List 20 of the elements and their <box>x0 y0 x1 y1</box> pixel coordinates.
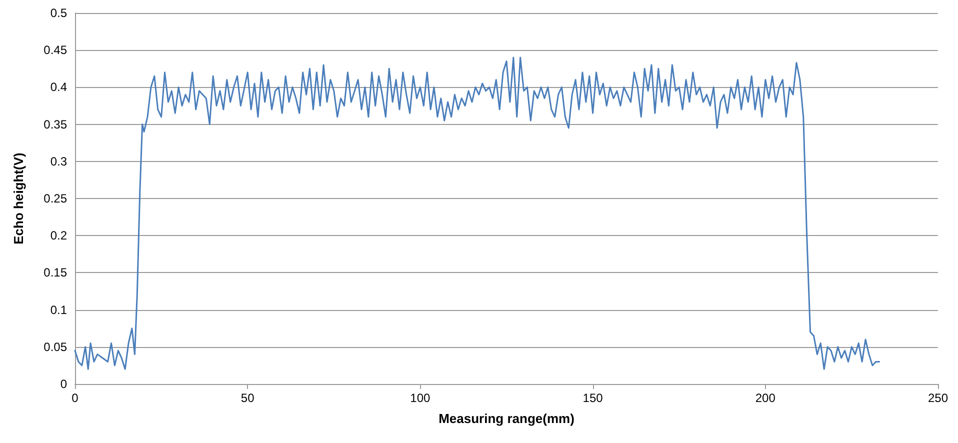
y-tick-label: 0.3 <box>50 154 68 168</box>
x-tick-label: 50 <box>240 391 255 405</box>
y-tick-label: 0.15 <box>44 266 68 280</box>
x-tick-label: 250 <box>928 391 948 405</box>
y-tick-label: 0.05 <box>44 340 68 354</box>
x-tick-label: 0 <box>72 391 79 405</box>
y-tick-label: 0.1 <box>50 302 68 317</box>
y-axis-title: Echo height(V) <box>11 152 26 244</box>
y-tick-label: 0.2 <box>50 228 68 243</box>
y-tick-label: 0.45 <box>44 43 68 58</box>
y-tick-label: 0 <box>60 377 68 391</box>
y-tick-label: 0.25 <box>44 192 68 206</box>
x-tick-label: 100 <box>410 391 431 405</box>
x-tick-label: 150 <box>582 391 604 405</box>
y-tick-label: 0.35 <box>44 117 68 132</box>
y-tick-label: 0.5 <box>50 6 68 20</box>
x-axis-title: Measuring range(mm) <box>438 411 574 426</box>
y-tick-label: 0.4 <box>50 80 68 94</box>
line-series <box>74 56 880 370</box>
x-tick-label: 200 <box>755 391 776 405</box>
